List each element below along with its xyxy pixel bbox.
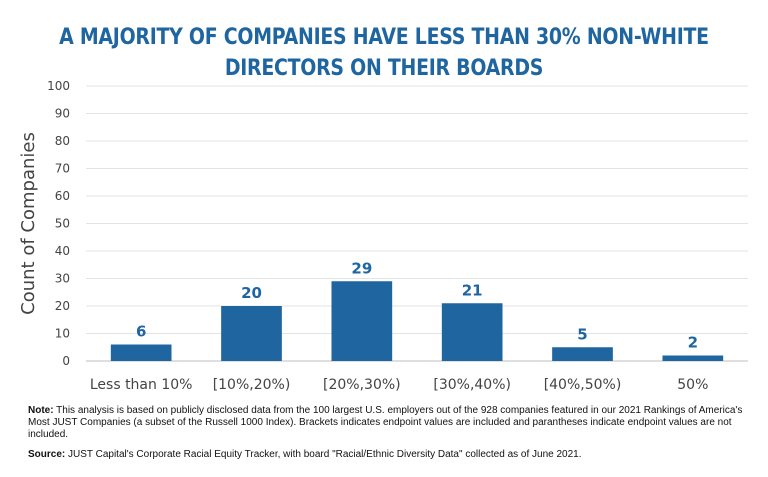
x-tick-label: Less than 10% (90, 377, 193, 393)
data-label: 21 (462, 281, 483, 299)
source-label: Source: (28, 449, 66, 460)
y-axis-title: Count of Companies (18, 132, 39, 315)
source-text: JUST Capital's Corporate Racial Equity T… (65, 449, 582, 460)
y-tick-label: 50 (55, 217, 70, 231)
x-tick-label: [30%,40%) (433, 377, 511, 393)
footnotes: Note: This analysis is based on publicly… (28, 405, 748, 469)
y-tick-label: 70 (55, 162, 70, 176)
note: Note: This analysis is based on publicly… (28, 405, 748, 441)
x-tick-label: [10%,20%) (213, 377, 291, 393)
data-label: 20 (241, 284, 262, 302)
x-tick-label: [40%,50%) (544, 377, 622, 393)
bar (552, 347, 613, 361)
note-label: Note: (28, 405, 54, 416)
bar (662, 355, 724, 361)
chart-title: A MAJORITY OF COMPANIES HAVE LESS THAN 3… (54, 22, 714, 84)
x-tick-label: [20%,30%) (323, 377, 401, 393)
y-tick-label: 40 (55, 244, 70, 258)
bar (441, 303, 503, 361)
note-text: This analysis is based on publicly discl… (28, 405, 743, 440)
chart-title-line-2: DIRECTORS ON THEIR BOARDS (224, 56, 544, 81)
y-tick-label: 30 (55, 272, 70, 286)
y-tick-label: 60 (55, 189, 70, 203)
bar (331, 281, 393, 361)
source: Source: JUST Capital's Corporate Racial … (28, 449, 748, 461)
y-tick-label: 90 (55, 107, 70, 121)
x-tick-label: 50% (677, 377, 708, 393)
y-tick-label: 10 (55, 327, 70, 341)
data-label: 2 (688, 334, 698, 352)
y-tick-label: 100 (47, 79, 70, 93)
chart-title-line-1: A MAJORITY OF COMPANIES HAVE LESS THAN 3… (59, 25, 709, 50)
bar-chart: 0 10 20 30 40 50 60 70 80 90 100 Count of Companies… (18, 79, 748, 393)
data-label: 29 (351, 259, 372, 277)
bar (110, 344, 172, 361)
y-tick-label: 80 (55, 134, 70, 148)
y-tick-label: 0 (62, 354, 70, 368)
bar (221, 306, 282, 361)
data-label: 6 (136, 323, 146, 341)
data-label: 5 (577, 325, 587, 343)
y-tick-label: 20 (55, 299, 70, 313)
